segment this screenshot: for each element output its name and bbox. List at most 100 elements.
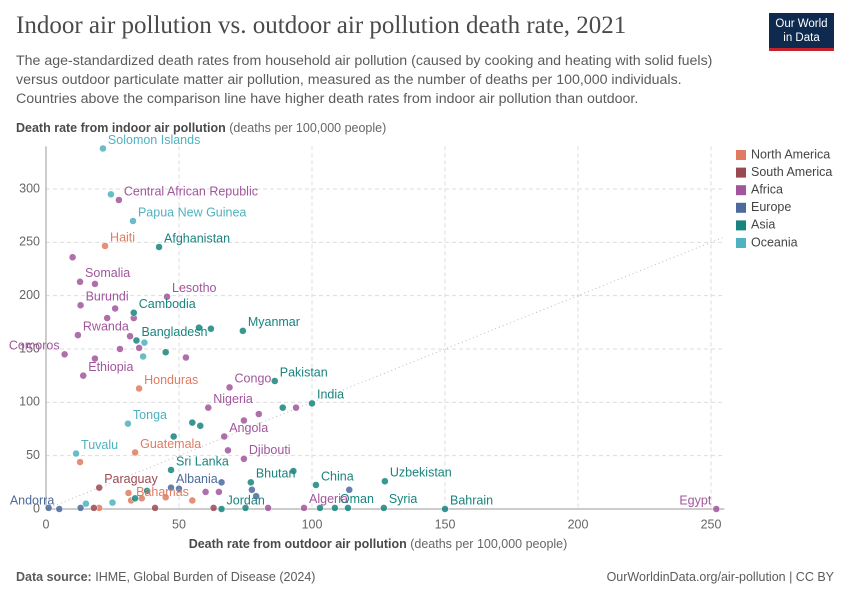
point <box>135 384 143 393</box>
x-axis-label: Death rate from outdoor air pollution (d… <box>189 537 568 551</box>
x-tick-label: 200 <box>568 517 589 531</box>
point <box>209 504 218 512</box>
point <box>255 410 263 418</box>
source-label: Data source: <box>16 570 92 584</box>
point <box>155 243 163 251</box>
point <box>220 432 228 441</box>
point-label: Bahamas <box>136 485 189 499</box>
point-label: Djibouti <box>249 443 291 457</box>
point <box>140 338 149 347</box>
point <box>103 314 111 322</box>
point <box>161 493 170 502</box>
point-label: Ethiopia <box>88 360 133 374</box>
point-label: Comoros <box>9 339 60 353</box>
point-label: Albania <box>176 472 218 486</box>
y-axis-label: Death rate from indoor air pollution (de… <box>16 121 386 135</box>
point <box>135 344 143 352</box>
point <box>124 419 132 428</box>
point-label: Tuvalu <box>81 438 118 452</box>
point <box>82 499 90 508</box>
point-label: Sri Lanka <box>176 454 229 468</box>
y-label-bold: Death rate from indoor air pollution <box>16 121 226 135</box>
point-label: Tonga <box>133 408 167 422</box>
point <box>68 253 77 262</box>
footer-source: Data source: IHME, Global Burden of Dise… <box>16 570 315 584</box>
point <box>182 353 190 362</box>
legend-swatch <box>736 167 746 178</box>
point-label: Cambodia <box>139 297 196 311</box>
point <box>241 504 250 512</box>
point <box>76 278 84 286</box>
point <box>132 336 141 345</box>
point-label: Bangladesh <box>141 325 207 339</box>
point <box>248 486 256 494</box>
legend-swatch <box>736 185 746 196</box>
point <box>161 348 170 356</box>
point <box>167 483 175 492</box>
point-label: Somalia <box>85 266 130 280</box>
point <box>240 455 248 463</box>
footer-url[interactable]: OurWorldinData.org/air-pollution | CC BY <box>606 570 834 584</box>
point-label: Pakistan <box>280 365 328 379</box>
point <box>139 352 147 361</box>
point-label: Oman <box>340 492 374 506</box>
chart: Death rate from indoor air pollution (de… <box>9 121 832 551</box>
point <box>300 504 308 512</box>
source: IHME, Global Burden of Disease (2024) <box>95 570 316 584</box>
point <box>124 489 133 497</box>
y-tick-label: 50 <box>26 448 40 462</box>
point <box>312 481 320 489</box>
point-label: Solomon Islands <box>108 133 200 147</box>
point <box>204 403 213 412</box>
legend-label: North America <box>751 147 830 161</box>
point-label: Bhutan <box>256 467 296 481</box>
point <box>99 144 107 153</box>
point-label: Myanmar <box>248 315 300 329</box>
legend-swatch <box>736 238 746 248</box>
subtitle: The age-standardized death rates from ho… <box>16 53 713 107</box>
point <box>131 494 139 503</box>
point <box>264 504 272 512</box>
legend-label: Asia <box>751 218 775 232</box>
legend-label: Europe <box>751 200 791 214</box>
point <box>129 217 137 225</box>
point <box>239 327 247 335</box>
x-tick-label: 100 <box>302 517 323 531</box>
point <box>252 492 260 500</box>
logo[interactable]: Our World in Data <box>769 13 834 51</box>
point <box>126 332 134 340</box>
point <box>308 399 316 408</box>
point <box>188 496 197 505</box>
point-label: Egypt <box>679 493 711 507</box>
point <box>380 504 388 512</box>
point <box>224 446 232 455</box>
legend-swatch <box>736 202 746 213</box>
point-label: Rwanda <box>83 319 129 333</box>
point <box>91 280 99 288</box>
point <box>91 354 99 363</box>
point <box>201 488 210 496</box>
point <box>74 331 82 339</box>
point-label: Bahrain <box>450 493 493 507</box>
point <box>95 483 103 492</box>
point-label: Central African Republic <box>124 184 258 198</box>
point <box>215 488 223 496</box>
point <box>278 403 287 412</box>
logo-line: in Data <box>783 32 820 44</box>
point <box>79 371 87 380</box>
point-label: Paraguay <box>104 472 158 486</box>
point <box>60 350 69 359</box>
point-label: Lesotho <box>172 281 217 295</box>
point <box>217 505 226 513</box>
point <box>111 304 119 313</box>
point <box>175 484 183 493</box>
point <box>195 323 203 332</box>
point <box>196 422 205 430</box>
point <box>108 498 117 507</box>
point-label: Jordan <box>227 493 265 507</box>
legend-label: South America <box>751 165 832 179</box>
point <box>44 504 53 512</box>
point-label: Algeria <box>309 492 348 506</box>
point-label: Syria <box>389 492 418 506</box>
